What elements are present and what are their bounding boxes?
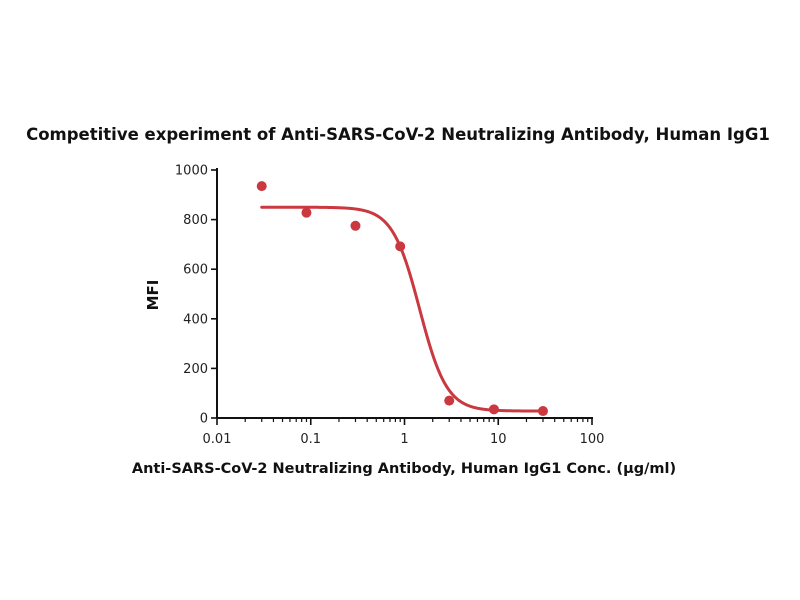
x-tick-label: 10 xyxy=(490,432,507,447)
y-axis-label: MFI xyxy=(144,280,162,311)
y-tick-label: 600 xyxy=(183,263,208,278)
y-tick-label: 200 xyxy=(183,362,208,377)
x-tick-label: 100 xyxy=(580,432,605,447)
data-point xyxy=(395,241,406,252)
axes: 0 200 400 600 800 1000 0.01 0.1 1 10 100 xyxy=(175,164,605,448)
data-point xyxy=(350,220,361,231)
x-tick-label: 1 xyxy=(400,432,408,447)
data-point xyxy=(537,406,548,417)
data-points-layer xyxy=(256,181,548,417)
data-point xyxy=(301,207,312,218)
y-tick-label: 800 xyxy=(183,213,208,228)
x-axis-label: Anti-SARS-CoV-2 Neutralizing Antibody, H… xyxy=(132,461,676,477)
y-tick-label: 1000 xyxy=(175,164,208,179)
x-tick-label: 0.1 xyxy=(300,432,321,447)
data-point xyxy=(488,404,499,415)
x-tick-label: 0.01 xyxy=(203,432,232,447)
data-point xyxy=(256,181,267,192)
fit-curve xyxy=(260,205,545,413)
y-tick-label: 0 xyxy=(200,412,208,427)
chart-title: Competitive experiment of Anti-SARS-CoV-… xyxy=(26,125,770,144)
fit-curve-layer xyxy=(260,205,545,413)
y-tick-label: 400 xyxy=(183,312,208,327)
data-point xyxy=(444,395,455,406)
